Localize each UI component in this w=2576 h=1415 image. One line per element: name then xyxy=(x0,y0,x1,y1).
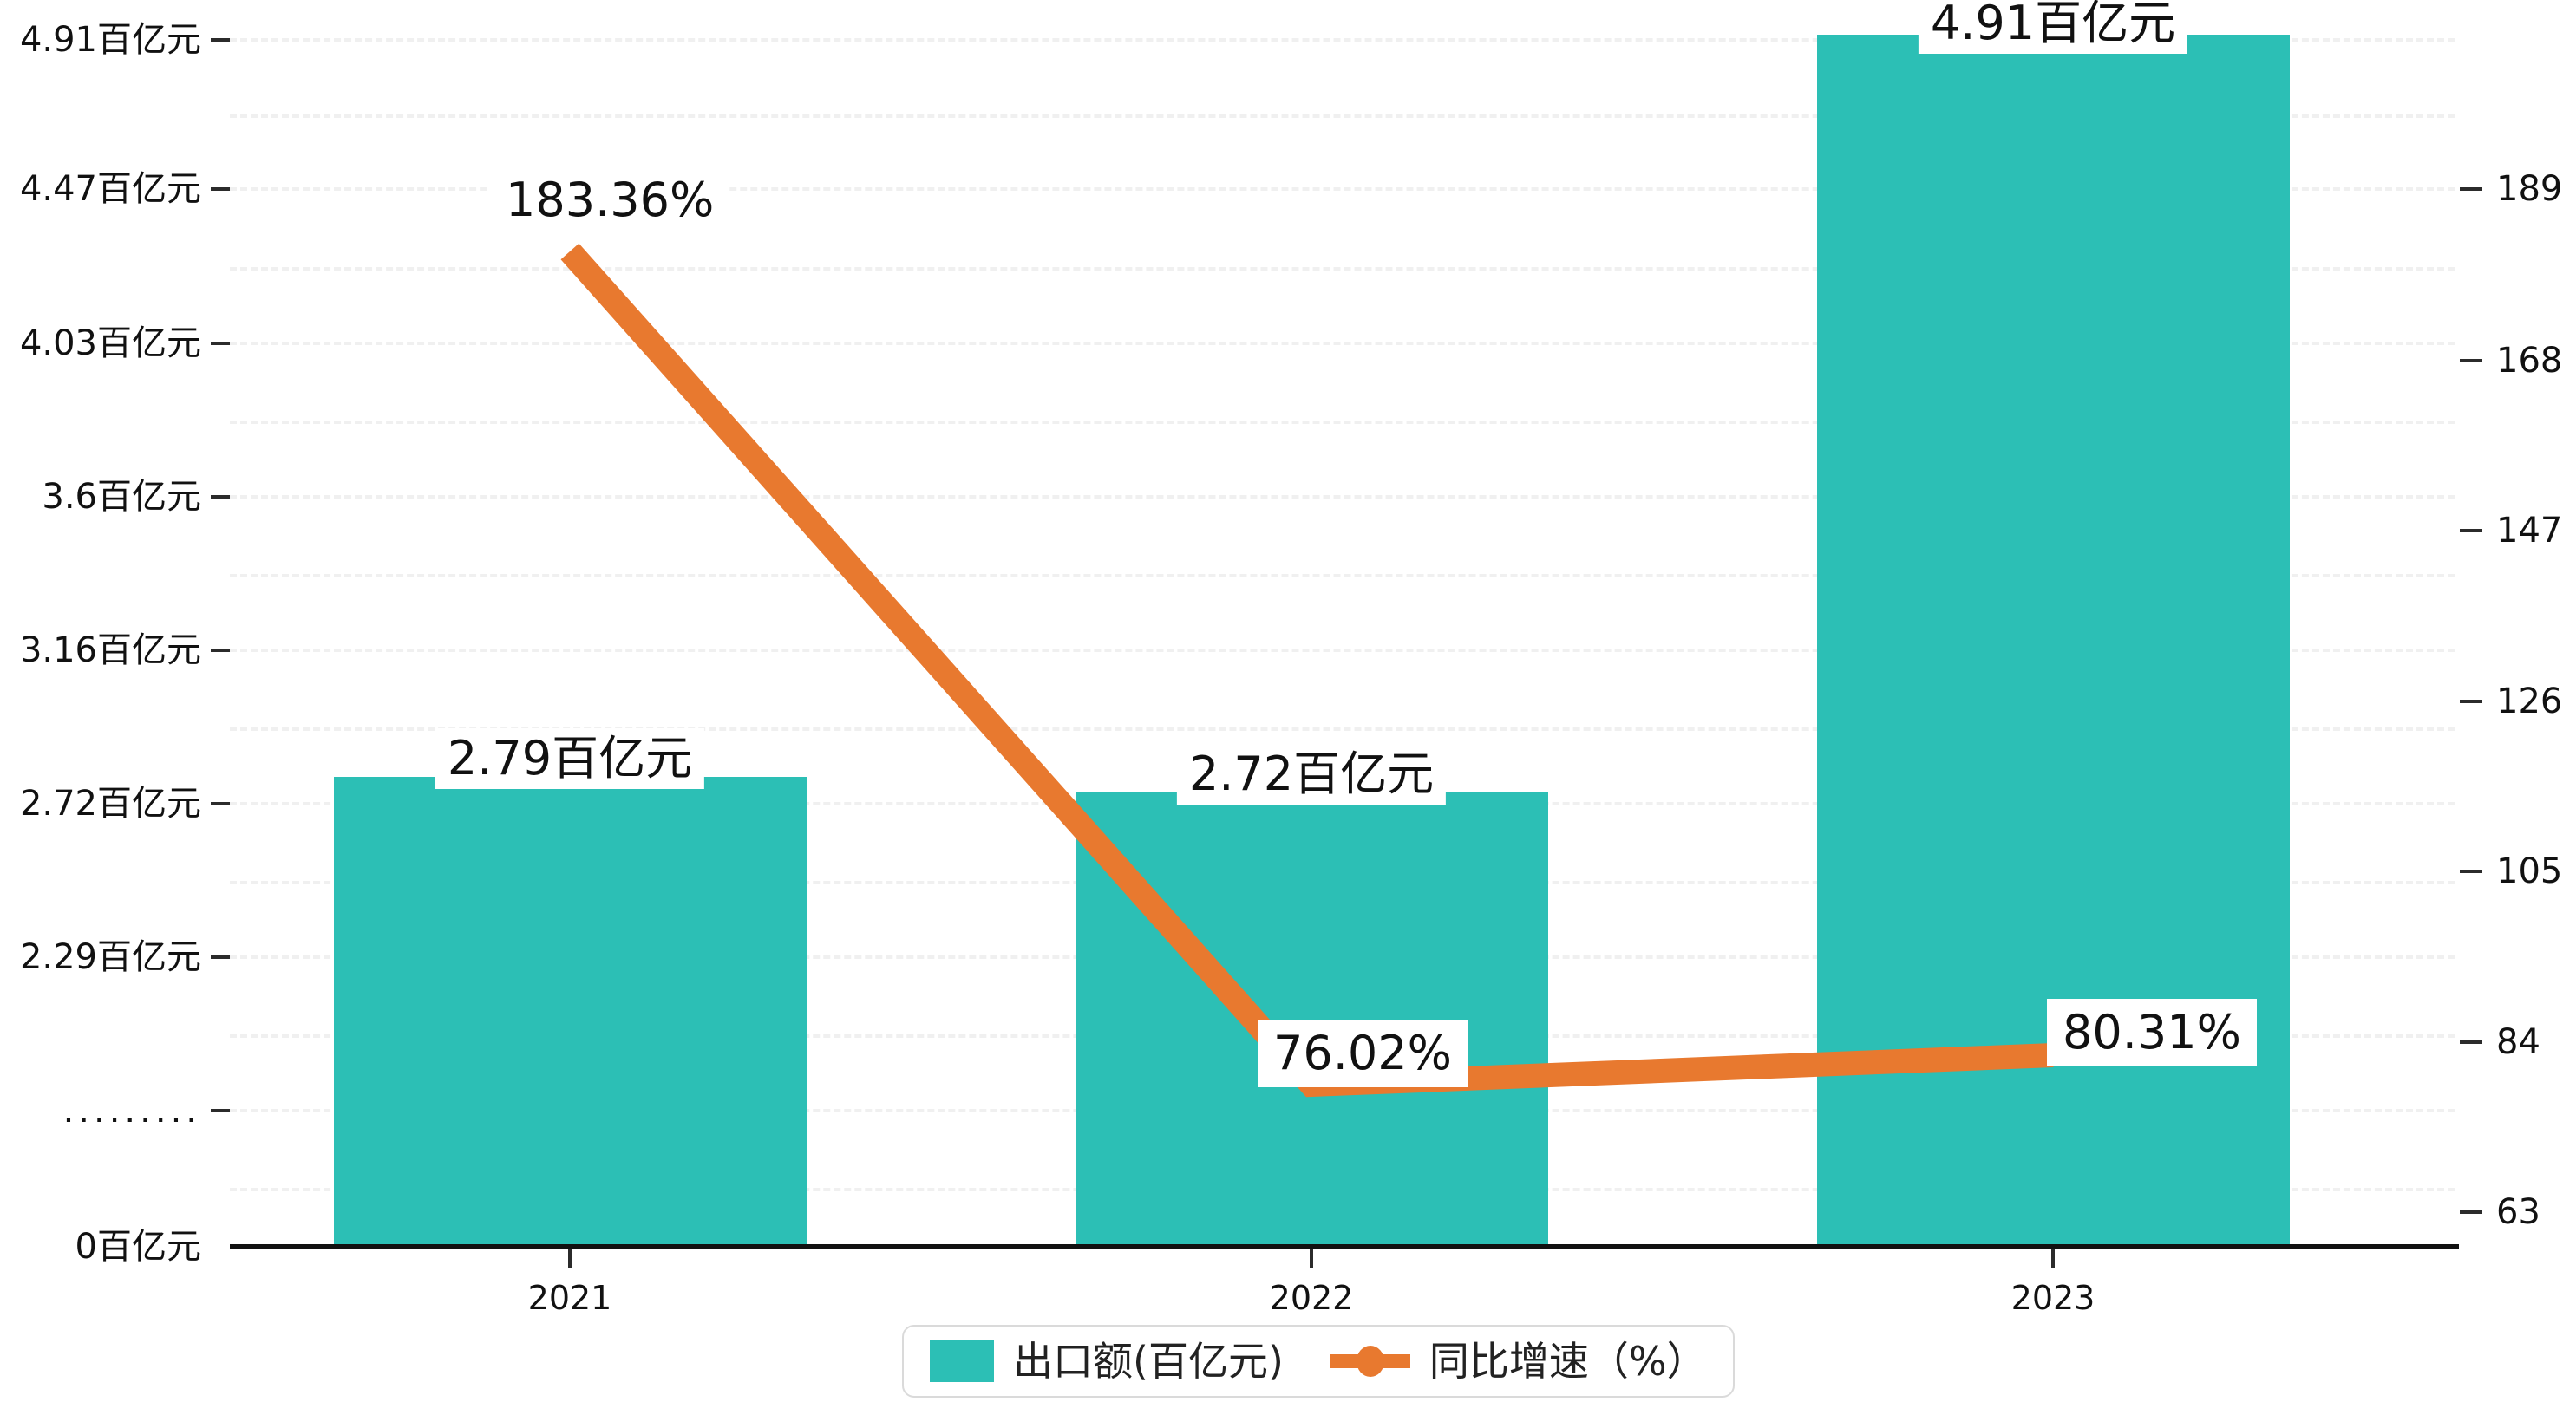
y-right-tick xyxy=(2460,1210,2482,1214)
gridline xyxy=(230,38,2455,42)
y-right-tick xyxy=(2460,1040,2482,1044)
x-axis-line xyxy=(230,1244,2459,1249)
y-left-axis-label: 4.91百亿元 xyxy=(19,20,201,60)
chart-legend: 出口额(百亿元) 同比增速（%） xyxy=(902,1325,1735,1398)
y-left-axis-label: 2.29百亿元 xyxy=(19,937,201,977)
line-dot-marker-icon xyxy=(1330,1340,1410,1382)
gridline xyxy=(230,187,2455,191)
legend-item-export-amount[interactable]: 出口额(百亿元) xyxy=(930,1340,1284,1382)
y-left-tick xyxy=(211,495,230,499)
y-left-axis-label-zero: 0百亿元 xyxy=(75,1227,201,1267)
y-left-axis-label: 4.47百亿元 xyxy=(19,169,201,209)
y-left-axis-label: 4.03百亿元 xyxy=(19,323,201,363)
y-right-axis-label: 147 xyxy=(2496,511,2563,551)
y-left-tick xyxy=(211,802,230,805)
y-right-axis-label: 126 xyxy=(2496,681,2563,721)
y-right-tick xyxy=(2460,529,2482,532)
y-left-tick xyxy=(211,38,230,42)
line-value-label-2022: 76.02% xyxy=(1258,1020,1468,1088)
x-tick xyxy=(2051,1249,2055,1268)
y-right-tick xyxy=(2460,870,2482,873)
bar-2021[interactable] xyxy=(334,777,807,1247)
legend-label-growth-rate: 同比增速（%） xyxy=(1429,1338,1707,1385)
y-left-tick xyxy=(211,342,230,345)
y-left-tick xyxy=(211,649,230,652)
x-tick xyxy=(568,1249,572,1268)
bar-value-label-2023: 4.91百亿元 xyxy=(1918,0,2188,55)
y-right-axis-label: 84 xyxy=(2496,1022,2540,1062)
y-left-axis-label: 3.6百亿元 xyxy=(42,477,201,517)
legend-item-growth-rate[interactable]: 同比增速（%） xyxy=(1330,1340,1707,1382)
line-value-label-2021: 183.36% xyxy=(490,166,730,235)
x-axis-label-2022: 2022 xyxy=(1269,1279,1354,1317)
gridline xyxy=(230,114,2455,118)
y-right-tick xyxy=(2460,359,2482,362)
y-left-tick xyxy=(211,187,230,191)
bar-swatch-icon xyxy=(930,1340,994,1382)
line-value-label-2023: 80.31% xyxy=(2047,999,2257,1067)
y-left-tick xyxy=(211,955,230,959)
x-axis-label-2023: 2023 xyxy=(2010,1279,2095,1317)
y-right-axis-label: 63 xyxy=(2496,1192,2540,1232)
x-tick xyxy=(1310,1249,1313,1268)
y-right-axis-label: 105 xyxy=(2496,851,2563,891)
y-left-tick xyxy=(211,1109,230,1112)
y-left-axis-label: ......... xyxy=(62,1091,201,1131)
x-axis-label-2021: 2021 xyxy=(527,1279,612,1317)
y-right-tick xyxy=(2460,187,2482,191)
y-left-axis-label: 3.16百亿元 xyxy=(19,630,201,670)
y-left-axis-label: 2.72百亿元 xyxy=(19,784,201,824)
y-right-tick xyxy=(2460,700,2482,703)
bar-value-label-2022: 2.72百亿元 xyxy=(1176,744,1447,805)
y-right-axis-label: 189 xyxy=(2496,169,2563,209)
bar-value-label-2021: 2.79百亿元 xyxy=(435,728,705,790)
legend-label-export-amount: 出口额(百亿元) xyxy=(1013,1338,1284,1385)
y-right-axis-label: 168 xyxy=(2496,341,2563,381)
